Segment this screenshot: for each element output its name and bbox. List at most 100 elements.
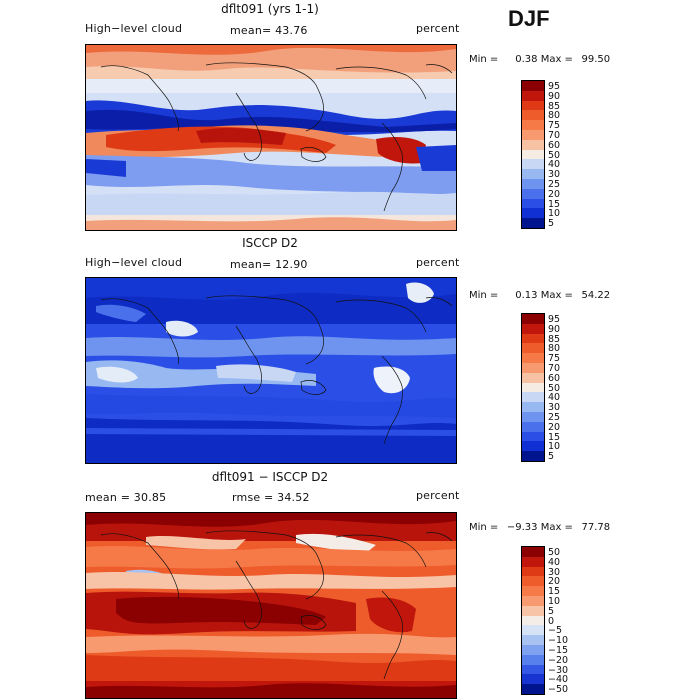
colorbar-swatch bbox=[522, 615, 544, 626]
panel1-units-label: percent bbox=[416, 22, 460, 35]
colorbar-swatch bbox=[522, 139, 544, 150]
colorbar-swatch bbox=[522, 149, 544, 160]
panel2-mean-label: mean= 12.90 bbox=[230, 258, 308, 271]
colorbar-swatch bbox=[522, 431, 544, 442]
colorbar-tick-label: 20 bbox=[548, 576, 561, 588]
panel3-min-value: −9.33 bbox=[506, 522, 538, 533]
colorbar-tick-label: 50 bbox=[548, 382, 561, 394]
colorbar-swatch bbox=[522, 323, 544, 334]
colorbar-swatch bbox=[522, 411, 544, 422]
colorbar-tick-label: 10 bbox=[548, 596, 561, 607]
panel2-map bbox=[85, 277, 457, 464]
colorbar-tick-label: 40 bbox=[548, 392, 561, 404]
colorbar-tick-label: 50 bbox=[548, 149, 561, 161]
panel3-max-value: 77.78 bbox=[581, 522, 611, 533]
colorbar-swatch bbox=[522, 421, 544, 432]
colorbar-tick-label: 70 bbox=[548, 130, 561, 141]
colorbar-tick-label: 25 bbox=[548, 179, 561, 190]
colorbar-swatch bbox=[522, 674, 544, 685]
colorbar-swatch bbox=[522, 654, 544, 665]
panel3-rmse-label: rmse = 34.52 bbox=[232, 491, 310, 504]
colorbar-swatch bbox=[522, 664, 544, 675]
colorbar-tick-label: 60 bbox=[548, 372, 561, 384]
colorbar-tick-label: 60 bbox=[548, 139, 561, 151]
colorbar-tick-label: 10 bbox=[548, 208, 561, 220]
panel3-mean-label: mean = 30.85 bbox=[85, 491, 167, 504]
colorbar-swatch bbox=[522, 595, 544, 606]
colorbar-swatch bbox=[522, 382, 544, 393]
colorbar-tick-label: −50 bbox=[548, 684, 569, 696]
colorbar-tick-label: 75 bbox=[548, 353, 561, 365]
panel2-colorbar bbox=[521, 313, 545, 462]
colorbar-tick-label: 70 bbox=[548, 363, 561, 374]
panel1-map-svg bbox=[86, 45, 456, 230]
panel1-mean-label: mean= 43.76 bbox=[230, 24, 308, 37]
colorbar-tick-label: 0 bbox=[548, 615, 555, 627]
colorbar-swatch bbox=[522, 566, 544, 577]
colorbar-tick-label: −30 bbox=[548, 664, 569, 676]
colorbar-tick-label: 95 bbox=[548, 81, 561, 92]
colorbar-tick-label: 30 bbox=[548, 169, 561, 181]
colorbar-swatch bbox=[522, 333, 544, 344]
colorbar-tick-label: 25 bbox=[548, 412, 561, 423]
colorbar-tick-label: 40 bbox=[548, 556, 561, 568]
panel3-colorbar bbox=[521, 546, 545, 695]
colorbar-swatch bbox=[522, 441, 544, 452]
colorbar-swatch bbox=[522, 586, 544, 596]
colorbar-swatch bbox=[522, 353, 544, 363]
colorbar-tick-label: 5 bbox=[548, 605, 555, 617]
colorbar-tick-label: 85 bbox=[548, 333, 561, 345]
colorbar-tick-label: 5 bbox=[548, 218, 555, 230]
colorbar-swatch bbox=[522, 362, 544, 373]
colorbar-tick-label: 30 bbox=[548, 566, 561, 578]
panel1-max-value: 99.50 bbox=[581, 54, 611, 65]
panel2-map-svg bbox=[86, 278, 456, 463]
colorbar-swatch bbox=[522, 159, 544, 170]
colorbar-tick-label: −40 bbox=[548, 674, 569, 686]
panel2-min-value: 0.13 bbox=[515, 290, 538, 301]
colorbar-swatch bbox=[522, 451, 544, 461]
colorbar-tick-label: 15 bbox=[548, 198, 561, 210]
colorbar-swatch bbox=[522, 208, 544, 219]
panel2-units-label: percent bbox=[416, 256, 460, 269]
colorbar-tick-label: 80 bbox=[548, 110, 561, 122]
colorbar-tick-label: 75 bbox=[548, 120, 561, 132]
season-label: DJF bbox=[508, 6, 550, 31]
panel3-max-label: Max = bbox=[540, 522, 573, 533]
colorbar-swatch bbox=[522, 576, 544, 587]
colorbar-swatch bbox=[522, 129, 544, 140]
colorbar-swatch bbox=[522, 169, 544, 179]
colorbar-swatch bbox=[522, 625, 544, 636]
colorbar-tick-label: 85 bbox=[548, 100, 561, 112]
colorbar-tick-label: 40 bbox=[548, 159, 561, 171]
colorbar-swatch bbox=[522, 644, 544, 655]
panel2-max-label: Max = bbox=[540, 290, 573, 301]
colorbar-tick-label: 90 bbox=[548, 323, 561, 335]
colorbar-swatch bbox=[522, 120, 544, 130]
colorbar-tick-label: −5 bbox=[548, 625, 563, 637]
panel1-min-label: Min = bbox=[469, 54, 499, 65]
colorbar-swatch bbox=[522, 178, 544, 189]
panel1-min-value: 0.38 bbox=[515, 54, 538, 65]
colorbar-tick-label: 90 bbox=[548, 90, 561, 102]
colorbar-swatch bbox=[522, 314, 544, 324]
colorbar-swatch bbox=[522, 547, 544, 557]
colorbar-tick-label: 95 bbox=[548, 314, 561, 325]
colorbar-tick-label: 10 bbox=[548, 441, 561, 453]
colorbar-swatch bbox=[522, 90, 544, 101]
panel1-field-label: High−level cloud bbox=[85, 22, 183, 35]
panel2-field-label: High−level cloud bbox=[85, 256, 183, 269]
colorbar-tick-label: 20 bbox=[548, 188, 561, 200]
colorbar-tick-label: −15 bbox=[548, 645, 569, 656]
panel2-title: ISCCP D2 bbox=[242, 236, 298, 250]
colorbar-swatch bbox=[522, 188, 544, 199]
colorbar-tick-label: 80 bbox=[548, 343, 561, 355]
panel3-units-label: percent bbox=[416, 489, 460, 502]
panel2-max-value: 54.22 bbox=[581, 290, 611, 301]
colorbar-swatch bbox=[522, 81, 544, 91]
panel3-title: dflt091 − ISCCP D2 bbox=[211, 470, 329, 484]
colorbar-swatch bbox=[522, 605, 544, 616]
colorbar-swatch bbox=[522, 198, 544, 209]
colorbar-swatch bbox=[522, 635, 544, 645]
colorbar-swatch bbox=[522, 556, 544, 567]
